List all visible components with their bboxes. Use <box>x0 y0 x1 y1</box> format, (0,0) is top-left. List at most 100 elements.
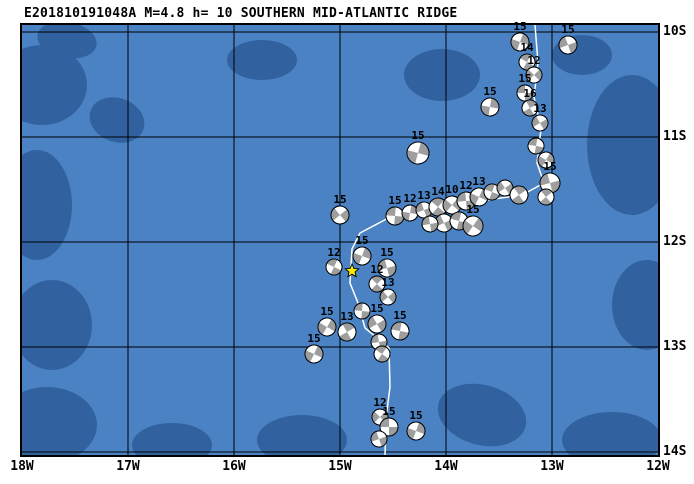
lat-tick-label-10S: 10S <box>663 24 687 39</box>
lon-tick-label-15W: 15W <box>328 459 352 474</box>
page-title: E201810191048A M=4.8 h= 10 SOUTHERN MID-… <box>24 6 458 21</box>
lon-tick-label-17W: 17W <box>116 459 140 474</box>
depth-label: 13 <box>381 276 395 289</box>
focal-mechanism-icon <box>377 258 397 278</box>
depth-label: 15 <box>561 23 575 36</box>
focal-mechanism-icon <box>325 258 343 276</box>
depth-label: 12 <box>327 246 341 259</box>
bathymetry-patch <box>22 387 97 455</box>
focal-mechanism-icon <box>317 317 337 337</box>
depth-label: 14 <box>431 185 445 198</box>
depth-label: 12 <box>373 396 387 409</box>
focal-mechanism-icon <box>531 114 549 132</box>
bathymetry-patch <box>22 45 87 125</box>
depth-label: 15 <box>543 160 557 173</box>
focal-mechanism-icon <box>525 66 543 84</box>
focal-mechanism-icon <box>537 151 555 169</box>
depth-label: 15 <box>307 332 321 345</box>
focal-mechanism-icon <box>496 179 514 197</box>
depth-label: 12 <box>459 179 473 192</box>
focal-mechanism-icon <box>421 215 439 233</box>
lat-tick-label-13S: 13S <box>663 339 687 354</box>
focal-mechanism-icon <box>385 206 405 226</box>
map-canvas <box>22 25 658 455</box>
depth-label: 15 <box>370 302 384 315</box>
lat-tick-label-11S: 11S <box>663 129 687 144</box>
focal-mechanism-icon <box>518 53 536 71</box>
depth-label: 13 <box>417 189 431 202</box>
depth-label: 15 <box>388 194 402 207</box>
depth-label: 10 <box>445 183 459 196</box>
depth-label: 15 <box>483 85 497 98</box>
depth-label: 15 <box>411 129 425 142</box>
depth-label: 15 <box>466 203 480 216</box>
focal-mechanism-icon <box>304 344 324 364</box>
lon-tick-label-12W: 12W <box>646 459 670 474</box>
focal-mechanism-icon <box>373 345 391 363</box>
focal-mechanism-icon <box>379 417 399 437</box>
focal-mechanism-icon <box>521 99 539 117</box>
depth-label: 15 <box>513 20 527 33</box>
depth-label: 12 <box>370 263 384 276</box>
epicenter-star-icon <box>344 262 360 278</box>
focal-mechanism-icon <box>406 141 430 165</box>
lon-tick-label-18W: 18W <box>10 459 34 474</box>
focal-mechanism-icon <box>462 215 484 237</box>
focal-mechanism-icon <box>337 322 357 342</box>
bathymetry-patch <box>587 75 658 215</box>
focal-mechanism-icon <box>442 195 462 215</box>
bathymetry-patch <box>227 40 297 80</box>
depth-label: 15 <box>382 405 396 418</box>
focal-mechanism-icon <box>368 275 386 293</box>
focal-mechanism-icon <box>483 183 501 201</box>
bathymetry-patch <box>257 415 347 455</box>
focal-mechanism-icon <box>390 321 410 341</box>
focal-mechanism-icon <box>527 137 545 155</box>
bathymetry-patch <box>89 97 145 143</box>
map: 15 15 14 12 15 15 16 13 15 15 15 15 12 13 14 10 12 13 15 12… <box>20 20 660 457</box>
bathymetry-patch <box>404 49 480 101</box>
focal-mechanism-icon <box>539 172 561 194</box>
depth-label: 13 <box>472 175 486 188</box>
lat-tick-label-12S: 12S <box>663 234 687 249</box>
depth-label: 15 <box>393 309 407 322</box>
depth-label: 15 <box>355 234 369 247</box>
depth-label: 15 <box>380 246 394 259</box>
lon-tick-label-13W: 13W <box>540 459 564 474</box>
bathymetry-patch <box>437 383 527 447</box>
focal-mechanism-icon <box>370 430 388 448</box>
focal-mechanism-icon <box>353 302 371 320</box>
focal-mechanism-icon <box>406 421 426 441</box>
bathymetry-patch <box>132 423 212 455</box>
bathymetry-patch <box>37 25 97 59</box>
focal-mechanism-icon <box>480 97 500 117</box>
depth-label: 16 <box>523 87 537 100</box>
depth-label: 12 <box>403 192 417 205</box>
focal-mechanism-icon <box>558 35 578 55</box>
depth-label: 13 <box>340 310 354 323</box>
depth-label: 15 <box>518 72 532 85</box>
bathymetry-patch <box>22 280 92 370</box>
depth-label: 15 <box>333 193 347 206</box>
bathymetry-patch <box>562 412 658 455</box>
lat-tick-label-14S: 14S <box>663 444 687 459</box>
focal-mechanism-icon <box>367 314 387 334</box>
focal-mechanism-icon <box>469 187 489 207</box>
focal-mechanism-icon <box>510 32 530 52</box>
lon-tick-label-14W: 14W <box>434 459 458 474</box>
focal-mechanism-icon <box>428 197 448 217</box>
depth-label: 15 <box>409 409 423 422</box>
focal-mechanism-icon <box>509 185 529 205</box>
lon-tick-label-16W: 16W <box>222 459 246 474</box>
focal-mechanism-icon <box>537 188 555 206</box>
focal-mechanism-icon <box>352 246 372 266</box>
depth-label: 12 <box>527 54 541 67</box>
depth-label: 15 <box>320 305 334 318</box>
focal-mechanism-icon <box>379 288 397 306</box>
focal-mechanism-icon <box>330 205 350 225</box>
depth-label: 13 <box>533 102 547 115</box>
bathymetry-patch <box>22 150 72 260</box>
bathymetry-patch <box>612 260 658 350</box>
focal-mechanism-icon <box>401 204 419 222</box>
